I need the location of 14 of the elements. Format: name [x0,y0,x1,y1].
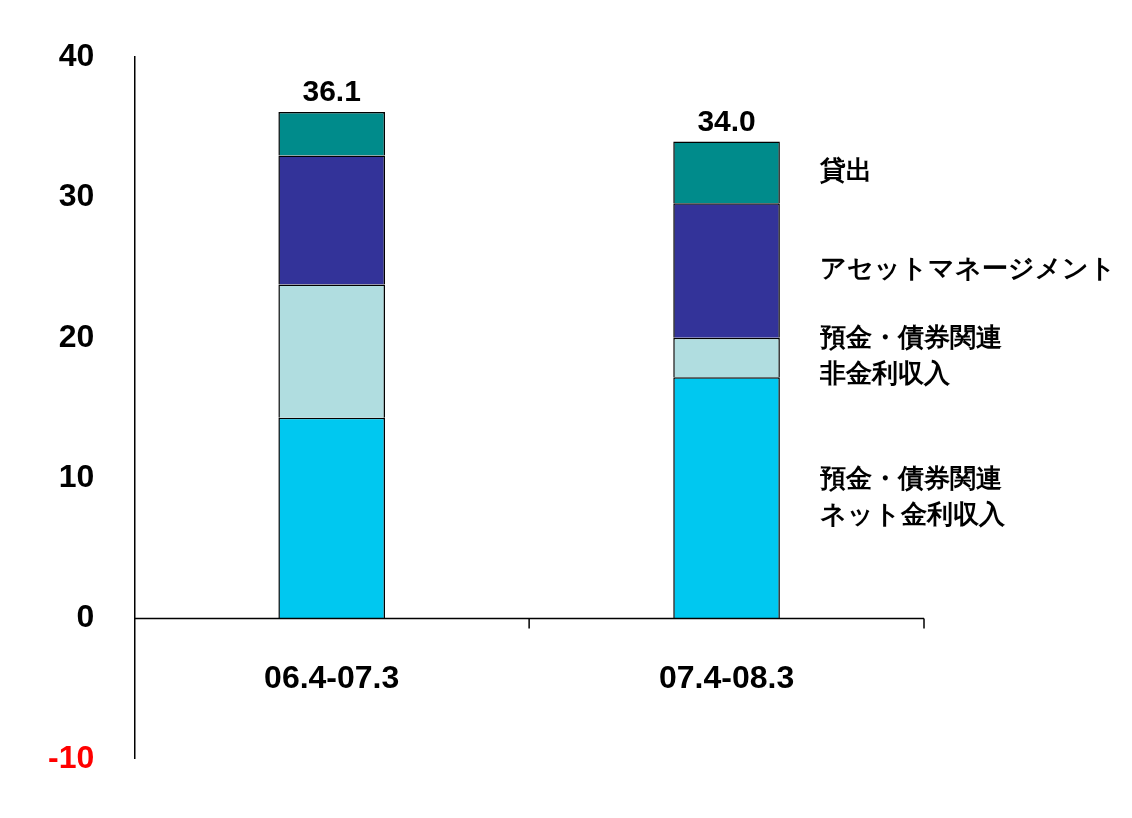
y-tick-label: 0 [76,598,95,635]
series-label: 預金・債券関連非金利収入 [818,322,1002,389]
y-tick-label: -10 [48,738,95,775]
x-tick-label: 06.4-07.3 [264,659,400,696]
total-label: 36.1 [302,74,361,108]
total-label: 34.0 [697,103,756,137]
y-tick-label: 40 [58,37,95,74]
x-tick-label: 07.4-08.3 [658,659,795,696]
series-label: 貸出 [818,155,872,186]
y-tick-label: 30 [58,177,95,214]
series-label: 預金・債券関連ネット金利収入 [818,462,1006,529]
series-label: アセットマネージメント [819,253,1116,284]
y-tick-label: 10 [58,457,95,494]
y-tick-label: 20 [58,317,95,354]
